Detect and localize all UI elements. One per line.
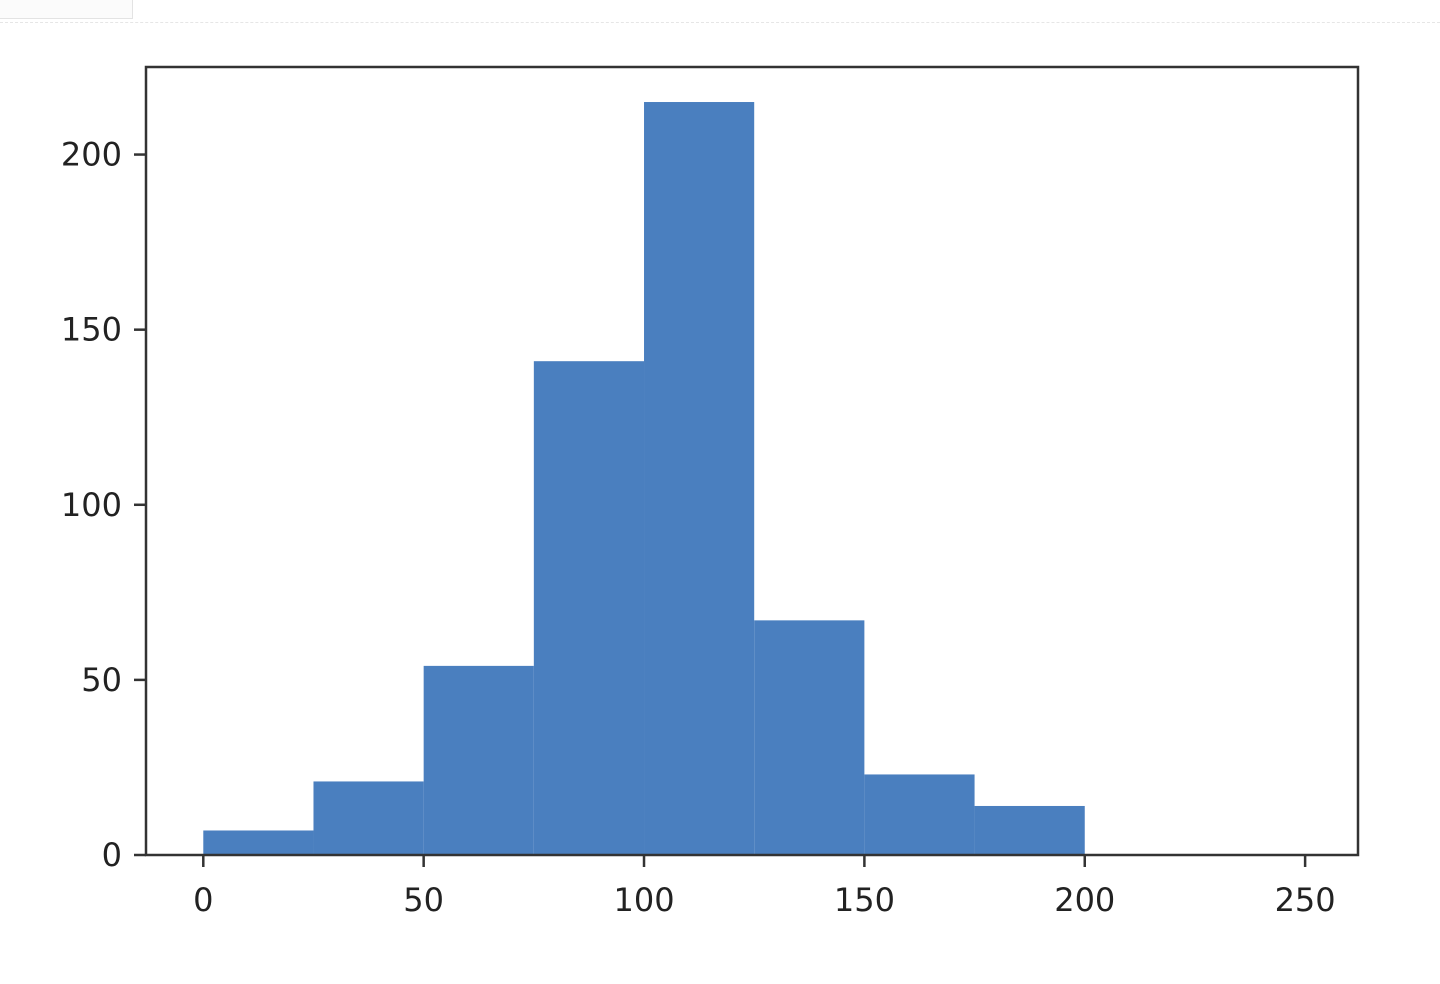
- y-axis-ticks: 0 50 100 150 200: [61, 136, 146, 874]
- y-tick-label-2: 100: [61, 486, 122, 524]
- histogram-bar-5: [754, 620, 865, 855]
- histogram-bar-3: [533, 361, 645, 855]
- bars-group: [203, 102, 1085, 855]
- x-tick-label-1: 50: [403, 881, 444, 919]
- histogram-bar-2: [423, 665, 534, 855]
- x-tick-label-2: 100: [613, 881, 674, 919]
- histogram-bar-1: [313, 781, 424, 855]
- top-strip: [0, 0, 1440, 23]
- y-tick-label-4: 200: [61, 136, 122, 174]
- y-tick-label-1: 50: [81, 661, 122, 699]
- y-tick-label-3: 150: [61, 311, 122, 349]
- histogram-bar-0: [203, 830, 314, 855]
- histogram-bar-6: [864, 774, 975, 855]
- histogram-bar-7: [974, 805, 1085, 855]
- x-tick-label-4: 200: [1054, 881, 1115, 919]
- x-tick-label-3: 150: [834, 881, 895, 919]
- y-tick-label-0: 0: [102, 836, 122, 874]
- histogram-bar-4: [644, 102, 755, 855]
- x-tick-label-0: 0: [193, 881, 213, 919]
- x-tick-label-5: 250: [1275, 881, 1336, 919]
- x-axis-ticks: 0 50 100 150 200 250: [193, 855, 1336, 919]
- top-tab: [0, 0, 133, 19]
- plot-frame: [144, 65, 1360, 857]
